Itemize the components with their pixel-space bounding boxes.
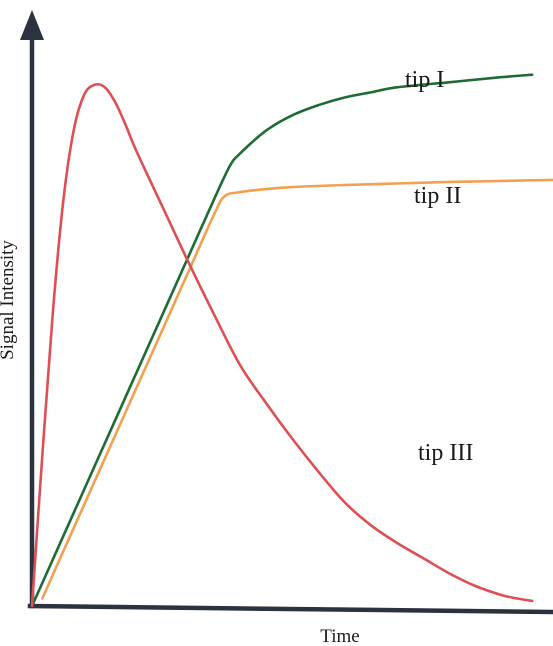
series-label-tip-i: tip I [405,67,444,93]
plot-area: Time Signal Intensity tip I tip II tip I… [0,10,553,646]
x-axis-line [27,603,553,615]
series-layer [30,73,553,608]
series-line-tip-i [30,73,534,608]
series-line-tip-ii [41,178,553,600]
y-axis-arrow-icon [20,10,44,40]
series-label-tip-iii: tip III [418,440,473,466]
series-label-tip-ii: tip II [414,183,461,209]
x-axis-title: Time [320,626,359,646]
y-axis-title: Signal Intensity [0,240,18,360]
series-line-tip-iii [30,82,534,608]
